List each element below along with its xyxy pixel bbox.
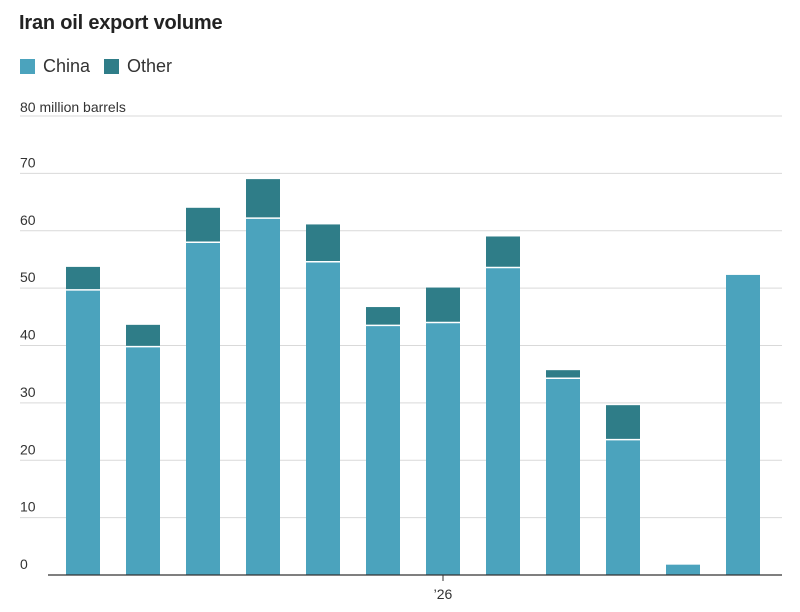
y-tick-label: 50 [20, 269, 36, 285]
legend-swatch-other [104, 59, 120, 74]
y-tick-label: 70 [20, 154, 36, 170]
x-tick-labels: ’26 [434, 575, 453, 602]
bar-other-8 [486, 236, 520, 268]
x-tick-label: ’26 [434, 586, 453, 602]
legend-swatch-china [20, 59, 35, 74]
bar-china-9 [546, 378, 580, 575]
bar-other-9 [546, 370, 580, 379]
y-tick-label: 40 [20, 327, 36, 343]
y-tick-label: 30 [20, 384, 36, 400]
bars [66, 179, 760, 575]
bar-china-5 [306, 261, 340, 575]
bar-china-11 [666, 564, 700, 575]
bar-other-5 [306, 224, 340, 262]
bar-other-6 [366, 307, 400, 326]
y-tick-label: 60 [20, 212, 36, 228]
bar-other-2 [126, 324, 160, 347]
legend-item-other: Other [104, 56, 172, 77]
bar-other-4 [246, 179, 280, 219]
y-tick-labels: 0 10 20 30 40 50 60 70 [20, 154, 36, 572]
bar-china-10 [606, 439, 640, 575]
legend-item-china: China [20, 56, 90, 77]
bar-china-4 [246, 218, 280, 575]
bar-china-1 [66, 289, 100, 575]
legend: China Other [20, 56, 186, 77]
bar-china-7 [426, 322, 460, 575]
bar-other-10 [606, 405, 640, 440]
bar-china-12 [726, 274, 760, 575]
y-tick-label: 20 [20, 441, 36, 457]
bar-china-8 [486, 267, 520, 575]
chart-title: Iran oil export volume [19, 12, 223, 34]
y-tick-label: 10 [20, 499, 36, 515]
bar-other-3 [186, 207, 220, 243]
legend-label-china: China [43, 56, 91, 76]
y-axis-unit-label: 80 million barrels [20, 99, 126, 115]
bar-china-3 [186, 242, 220, 575]
legend-label-other: Other [127, 56, 173, 76]
bar-other-1 [66, 266, 100, 290]
y-tick-label: 0 [20, 556, 28, 572]
bar-china-6 [366, 325, 400, 575]
bar-other-7 [426, 287, 460, 323]
bar-china-2 [126, 346, 160, 575]
